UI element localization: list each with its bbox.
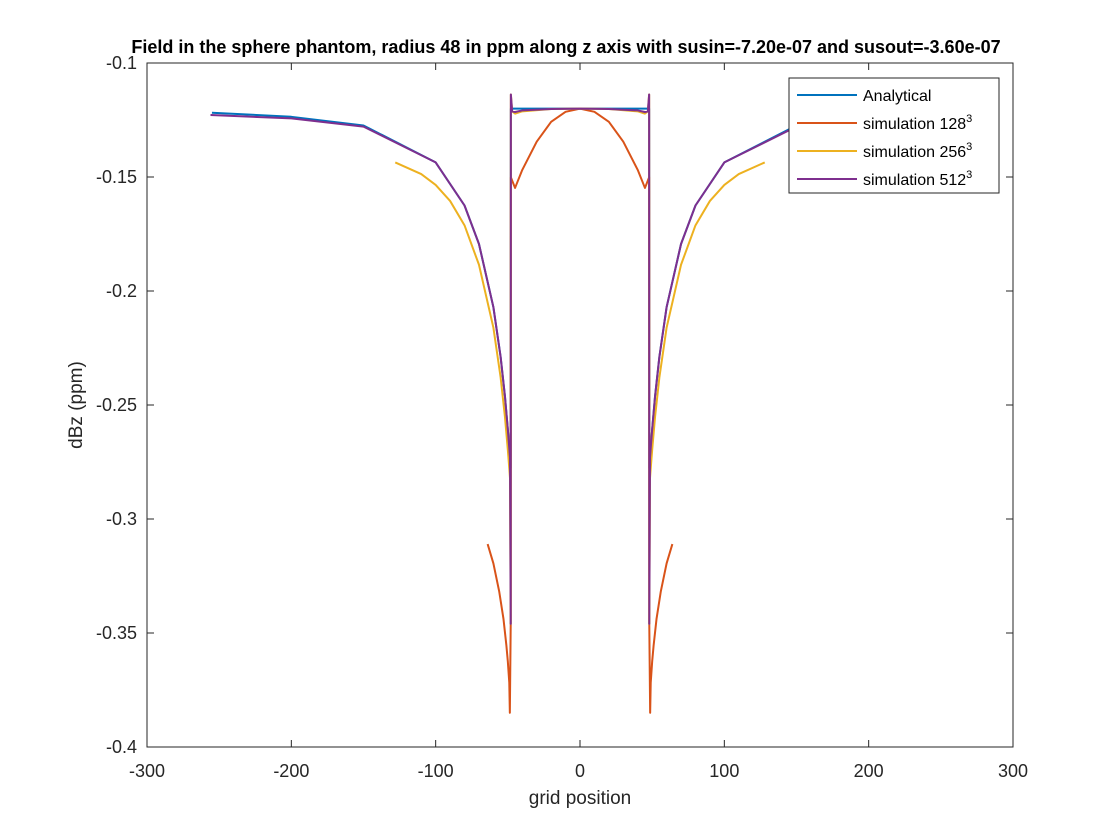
legend-label-text: Analytical [863,88,931,105]
series-lines [210,93,840,714]
legend-label-text: simulation 128 [863,116,966,133]
legend-label-text: simulation 256 [863,144,966,161]
x-tick-label: 300 [998,761,1028,781]
x-tick-label: -200 [273,761,309,781]
x-tick-label: 100 [709,761,739,781]
x-tick-label: -100 [418,761,454,781]
chart-title: Field in the sphere phantom, radius 48 i… [131,37,1000,57]
x-axis: -300 -200 -100 0 100 200 300 [129,63,1028,781]
y-axis-label: dBz (ppm) [66,361,87,449]
y-tick-label: -0.25 [96,395,137,415]
y-tick-label: -0.4 [106,737,137,757]
legend-label: simulation 2563 [863,141,972,161]
legend-label: simulation 1283 [863,113,972,133]
legend-label-exponent: 3 [966,113,972,125]
y-tick-label: -0.1 [106,53,137,73]
y-tick-label: -0.2 [106,281,137,301]
y-axis: -0.1 -0.15 -0.2 -0.25 -0.3 -0.35 -0.4 [96,53,1013,757]
y-tick-label: -0.15 [96,167,137,187]
x-tick-label: 0 [575,761,585,781]
x-axis-label: grid position [529,788,631,809]
legend-label-exponent: 3 [966,169,972,181]
legend-label-exponent: 3 [966,141,972,153]
legend-box [788,77,1000,194]
legend-label: simulation 5123 [863,169,972,189]
y-tick-label: -0.35 [96,623,137,643]
x-tick-label: -300 [129,761,165,781]
legend-label-text: simulation 512 [863,172,966,189]
y-tick-label: -0.3 [106,509,137,529]
series-line-simulation-512 [210,93,826,625]
legend-label: Analytical [863,88,931,105]
x-tick-label: 200 [854,761,884,781]
